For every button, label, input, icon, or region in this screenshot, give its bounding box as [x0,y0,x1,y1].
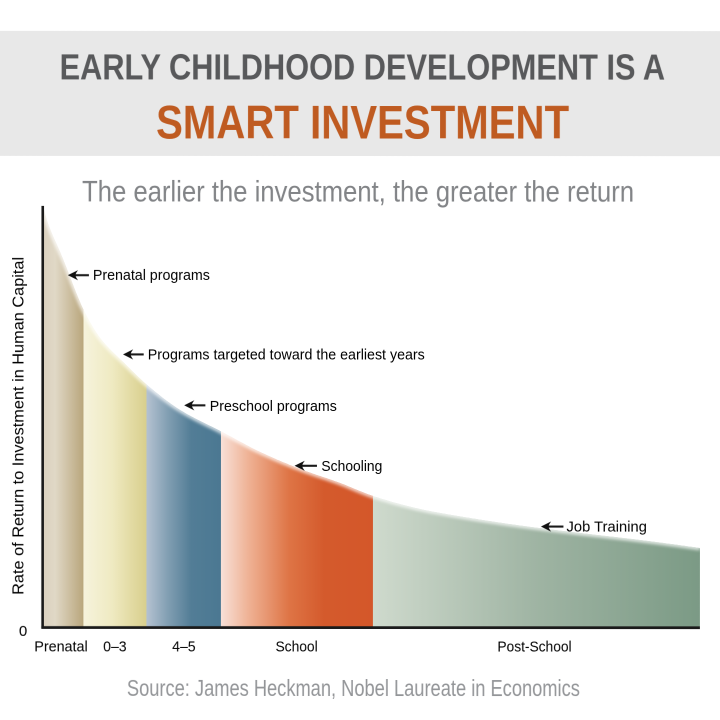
svg-text:The earlier the investment, th: The earlier the investment, the greater … [82,175,634,208]
svg-text:Source: James Heckman, Nobel L: Source: James Heckman, Nobel Laureate in… [127,675,580,701]
svg-text:Schooling: Schooling [321,458,382,475]
svg-text:Programs targeted toward the e: Programs targeted toward the earliest ye… [148,346,425,363]
svg-text:4–5: 4–5 [172,638,195,655]
svg-text:Prenatal programs: Prenatal programs [93,267,210,284]
svg-text:0: 0 [19,623,27,640]
svg-text:SMART INVESTMENT: SMART INVESTMENT [156,96,569,149]
svg-text:Job Training: Job Training [566,519,647,536]
svg-text:Prenatal: Prenatal [34,638,87,655]
svg-text:School: School [275,638,317,655]
svg-text:Post-School: Post-School [497,639,571,656]
svg-text:Preschool programs: Preschool programs [210,398,337,415]
svg-text:0–3: 0–3 [103,638,126,655]
svg-text:EARLY CHILDHOOD DEVELOPMENT IS: EARLY CHILDHOOD DEVELOPMENT IS A [60,46,666,87]
svg-text:Rate of Return to Investment i: Rate of Return to Investment in Human Ca… [10,257,27,595]
